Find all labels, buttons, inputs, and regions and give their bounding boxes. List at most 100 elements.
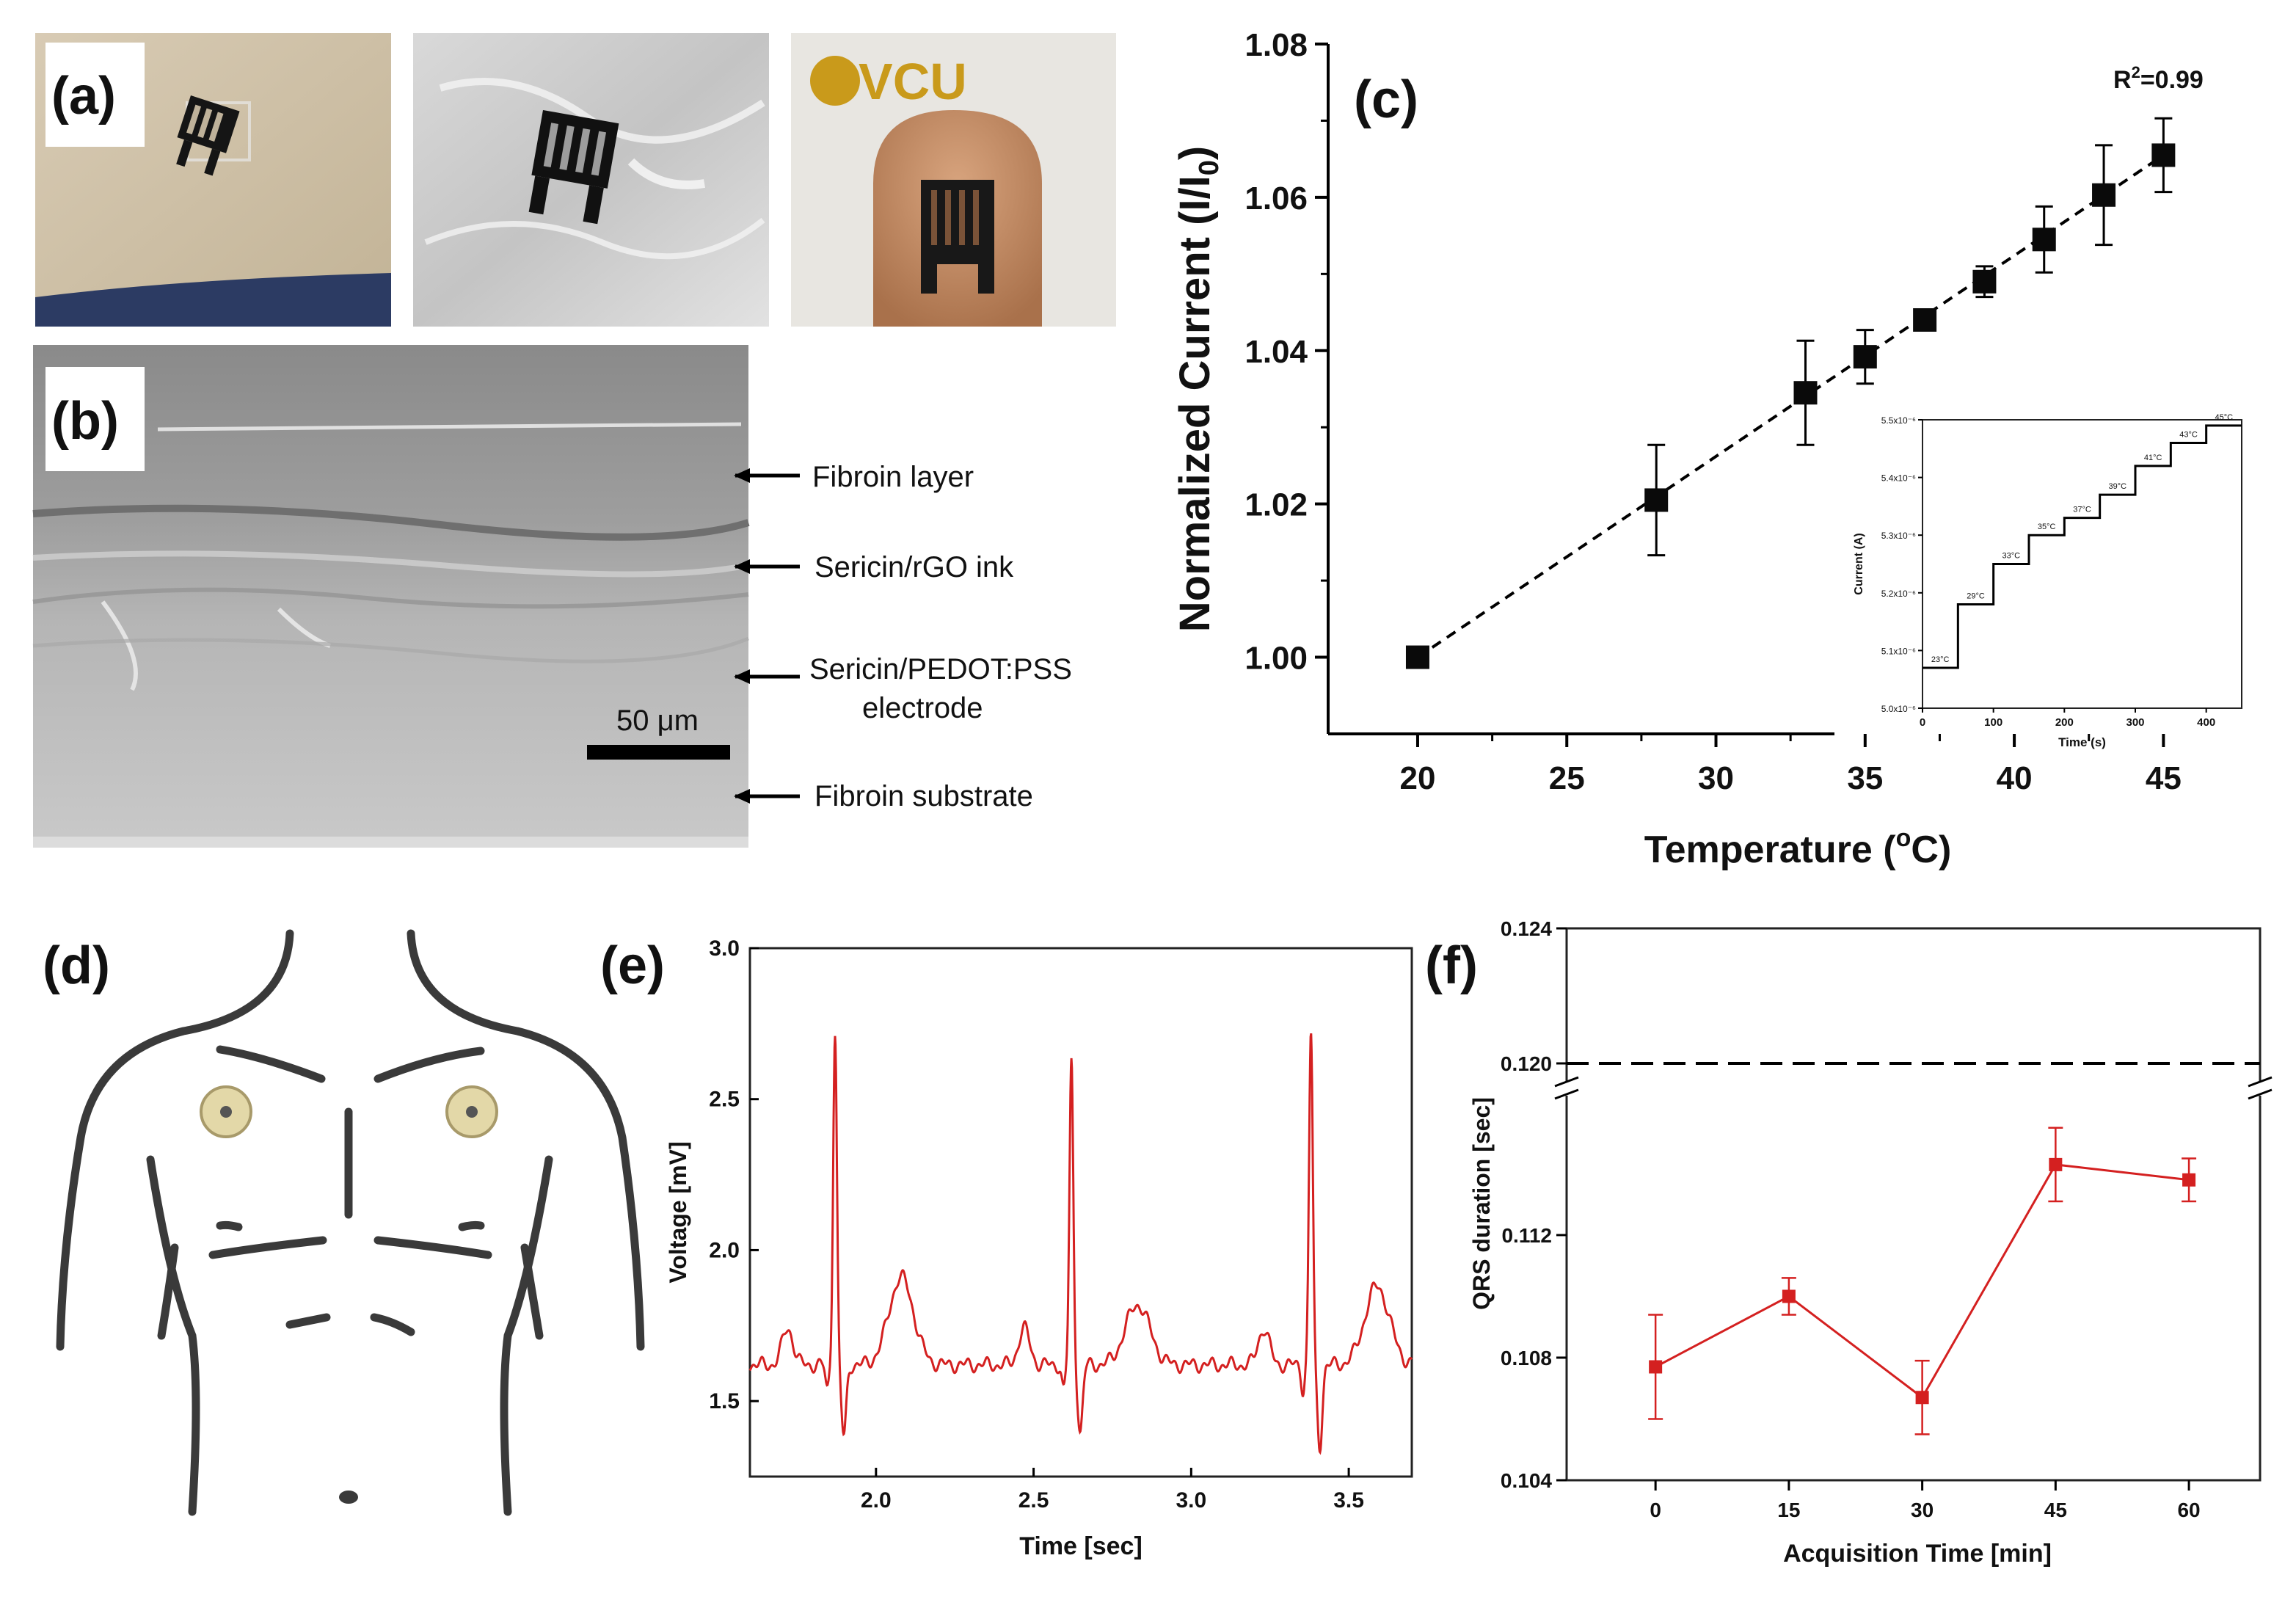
chart-f-break-mark bbox=[2248, 1088, 2273, 1100]
chart-e-y-tick-label: 2.0 bbox=[709, 1238, 740, 1262]
chart-f-break-mark bbox=[2248, 1076, 2273, 1088]
chart-f-y-tick-label: 0.120 bbox=[1501, 1052, 1552, 1075]
chart-c-inset-step-label: 35°C bbox=[2038, 523, 2056, 531]
vcu-logo-seal bbox=[810, 56, 860, 106]
chart-c-x-tick-label: 25 bbox=[1549, 760, 1585, 796]
panel-label-d: (d) bbox=[43, 936, 110, 995]
chart-f-data-point bbox=[2182, 1173, 2196, 1187]
chart-c-x-tick-label: 30 bbox=[1698, 760, 1734, 796]
panel-a: VCU (a) bbox=[35, 33, 1116, 327]
label-fibroin-substrate: Fibroin substrate bbox=[814, 780, 1033, 812]
chart-e-ecg-trace bbox=[748, 1033, 1413, 1455]
label-electrode: electrode bbox=[862, 692, 983, 724]
chart-f-x-tick-label: 0 bbox=[1650, 1499, 1661, 1521]
chart-c-y-tick-label: 1.06 bbox=[1244, 181, 1308, 216]
chart-c-axes: 20 25 30 35 40 45 1.00 1.02 1.04 1.06 1.08 bbox=[1244, 27, 2181, 796]
chart-c-inset-y-label: Current (A) bbox=[1853, 533, 1865, 594]
chart-e-y-tick-label: 2.5 bbox=[709, 1088, 740, 1112]
chart-c-x-axis-label: Temperature (oC) bbox=[1644, 824, 1952, 871]
scale-bar-label: 50 μm bbox=[616, 705, 699, 737]
label-sericin-pedot-pss: Sericin/PEDOT:PSS bbox=[809, 653, 1072, 685]
chart-c-data-point bbox=[1972, 269, 1997, 294]
chart-c-data-point bbox=[1913, 308, 1937, 332]
chart-c-y-tick-label: 1.00 bbox=[1244, 641, 1308, 677]
chart-c-inset-y-tick-label: 5.5x10⁻⁶ bbox=[1881, 415, 1916, 426]
chart-c-inset: 0 100 200 300 400 5.0x10⁻⁶ 5.1x10⁻⁶ 5.2x10⁻⁶ 5.3… bbox=[1853, 413, 2242, 749]
chart-c-inset-step-label: 41°C bbox=[2144, 454, 2162, 462]
chart-c-x-tick-label: 20 bbox=[1399, 760, 1435, 796]
label-fibroin-layer: Fibroin layer bbox=[812, 461, 974, 493]
chart-f-data-point bbox=[1915, 1391, 1929, 1405]
chart-c-inset-step-label: 23°C bbox=[1931, 655, 1950, 664]
vcu-logo-text: VCU bbox=[859, 53, 967, 110]
chart-c-inset-step-label: 33°C bbox=[2002, 552, 2021, 561]
chart-c-data-point bbox=[2092, 183, 2116, 207]
panel-d: (d) bbox=[43, 929, 645, 1516]
panel-label-c: (c) bbox=[1354, 70, 1418, 129]
panel-label-e: (e) bbox=[600, 936, 665, 995]
chart-f-break-mark bbox=[1554, 1076, 1579, 1088]
panel-label-f: (f) bbox=[1425, 936, 1478, 995]
chart-f-x-tick-label: 45 bbox=[2044, 1499, 2067, 1521]
torso-illustration bbox=[56, 929, 645, 1516]
chart-c-data-point bbox=[1644, 488, 1669, 512]
chart-c-inset-step-label: 39°C bbox=[2109, 482, 2127, 491]
chart-e-x-tick-label: 2.5 bbox=[1018, 1488, 1049, 1513]
chart-e-x-tick-label: 3.5 bbox=[1333, 1488, 1364, 1513]
chart-c-data-point bbox=[1793, 381, 1818, 405]
chart-c-inset-x-tick-label: 200 bbox=[2055, 716, 2074, 729]
chart-f-data-point bbox=[2049, 1157, 2063, 1171]
chart-f-y-tick-label: 0.104 bbox=[1501, 1469, 1552, 1492]
sensor-pattern bbox=[921, 180, 994, 294]
chart-c-inset-step-label: 37°C bbox=[2073, 506, 2091, 514]
chart-c-inset-x-tick-label: 400 bbox=[2197, 716, 2215, 729]
chart-f-y-tick-label: 0.124 bbox=[1501, 917, 1552, 940]
photo-sensor-on-fingertip: VCU bbox=[791, 33, 1116, 327]
chart-f-x-tick-label: 30 bbox=[1911, 1499, 1934, 1521]
chart-e-frame bbox=[748, 947, 1413, 1478]
chart-c-y-tick-label: 1.08 bbox=[1244, 27, 1308, 63]
panel-f: (f) 0 15 30 45 60 0.104 0.108 0.112 0.120 0.124 Q… bbox=[1425, 917, 2273, 1568]
chart-c-x-tick-label: 35 bbox=[1847, 760, 1883, 796]
chart-e-x-tick-label: 2.0 bbox=[861, 1488, 892, 1513]
chart-f-x-tick-label: 60 bbox=[2177, 1499, 2200, 1521]
chart-f-y-tick-label: 0.112 bbox=[1501, 1224, 1552, 1247]
chart-c-inset-x-label: Time (s) bbox=[2058, 735, 2106, 749]
chart-c-inset-y-tick-label: 5.1x10⁻⁶ bbox=[1881, 646, 1916, 656]
chart-c-inset-x-tick-label: 100 bbox=[1984, 716, 2002, 729]
electrode-right bbox=[445, 1085, 498, 1138]
layer-annotations: Fibroin layer Sericin/rGO ink Sericin/PE… bbox=[734, 461, 1072, 812]
chart-c-inset-step-label: 45°C bbox=[2215, 413, 2234, 422]
chart-f-y-tick-label: 0.108 bbox=[1501, 1347, 1552, 1369]
panel-label-a: (a) bbox=[51, 67, 116, 125]
chart-e-y-axis-label: Voltage [mV] bbox=[665, 1141, 691, 1283]
chart-c-data-point bbox=[1853, 345, 1877, 369]
chart-c-y-tick-label: 1.04 bbox=[1244, 334, 1308, 370]
chart-f-axis-break bbox=[1554, 1076, 2273, 1100]
chart-e-y-tick-label: 1.5 bbox=[709, 1389, 740, 1413]
chart-c-inset-step-label: 29°C bbox=[1967, 592, 1985, 601]
chart-c-x-tick-label: 40 bbox=[1997, 760, 2033, 796]
chart-c-inset-step-label: 43°C bbox=[2179, 430, 2198, 439]
chart-c-x-tick-label: 45 bbox=[2146, 760, 2182, 796]
chart-e-y-tick-label: 3.0 bbox=[709, 936, 740, 961]
panel-e: (e) 2.0 2.5 3.0 3.5 1.5 2.0 2.5 3.0 Voltage [mV… bbox=[600, 936, 1413, 1560]
label-sericin-rgo-ink: Sericin/rGO ink bbox=[814, 551, 1014, 583]
sensor-pattern bbox=[176, 95, 240, 176]
chart-c-y-tick-label: 1.02 bbox=[1244, 487, 1308, 523]
chart-c-data-point bbox=[1405, 645, 1429, 669]
chart-c-inset-frame bbox=[1922, 419, 2242, 709]
chart-f-break-mark bbox=[1554, 1088, 1579, 1100]
chart-f-data-point bbox=[1649, 1360, 1663, 1374]
chart-c-inset-y-tick-label: 5.3x10⁻⁶ bbox=[1881, 531, 1916, 541]
panel-b: 50 μm (b) Fibroin layer Sericin/rGO ink … bbox=[32, 345, 1072, 848]
chart-f-y-axis-label: QRS duration [sec] bbox=[1468, 1097, 1495, 1310]
electrode-left bbox=[200, 1085, 252, 1138]
chart-c-inset-y-tick-label: 5.4x10⁻⁶ bbox=[1881, 473, 1916, 484]
sensor-pattern bbox=[528, 110, 619, 225]
chart-c-inset-y-tick-label: 5.2x10⁻⁶ bbox=[1881, 589, 1916, 599]
chart-c-inset-y-tick-label: 5.0x10⁻⁶ bbox=[1881, 704, 1916, 714]
panel-label-b: (b) bbox=[51, 392, 119, 451]
panel-c: (c) 20 25 30 35 40 45 1.00 1.02 1.04 1.06 1.08 Nor… bbox=[1171, 27, 2242, 871]
